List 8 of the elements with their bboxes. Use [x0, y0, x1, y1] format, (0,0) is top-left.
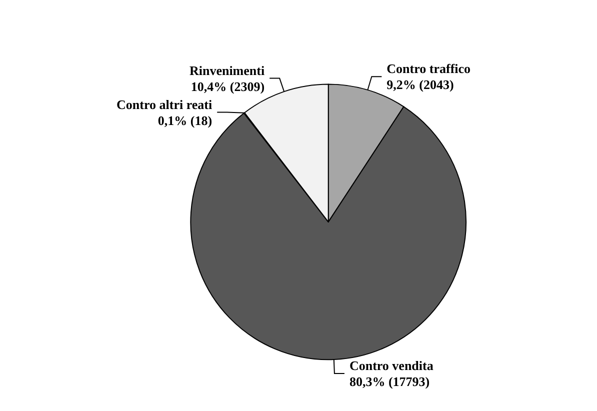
- data-label: 9,2% (2043): [386, 77, 454, 92]
- data-label: 0,1% (18): [158, 112, 212, 128]
- slice-label: Contro vendita: [349, 358, 434, 373]
- data-label: 10,4% (2309): [190, 78, 265, 94]
- data-label: 80,3% (17793): [349, 374, 430, 389]
- slice-label: Contro traffico: [386, 61, 471, 76]
- slice-label: Contro altri reati: [116, 96, 212, 112]
- slice-label: Rinvenimenti: [189, 62, 265, 78]
